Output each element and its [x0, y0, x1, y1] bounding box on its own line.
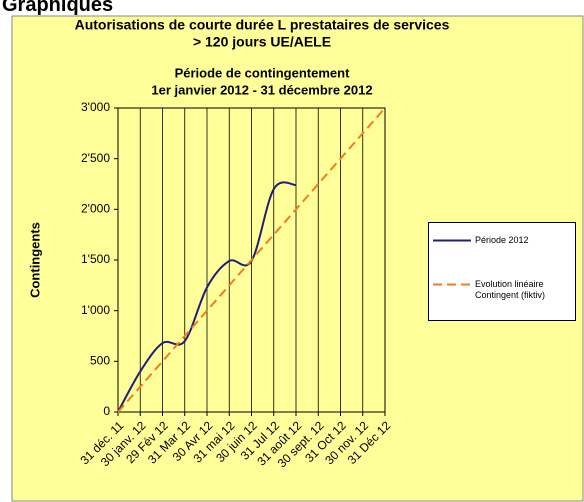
legend: Période 2012 Evolution linéaire Contingen…: [428, 222, 576, 321]
y-axis-label: Contingents: [27, 222, 42, 298]
y-tick-label: 1'500: [81, 252, 110, 266]
legend-swatch: [433, 239, 471, 242]
y-tick-label: 2'500: [81, 151, 110, 165]
legend-label: Période 2012: [475, 235, 529, 245]
page-heading: Graphiques: [2, 0, 114, 16]
series-line: [117, 181, 297, 413]
chart-title: Autorisations de courte durée L prestata…: [75, 17, 450, 33]
chart-subtitle: 1er janvier 2012 - 31 décembre 2012: [151, 82, 372, 97]
y-tick-label: 1'000: [81, 303, 110, 317]
legend-label: Evolution linéaire Contingent (fiktiv): [475, 279, 546, 300]
legend-swatch: [433, 283, 471, 286]
y-tick-label: 2'000: [81, 202, 110, 216]
y-tick-label: 3'000: [81, 100, 110, 114]
series-line: [117, 107, 386, 413]
y-tick-label: 500: [90, 354, 110, 368]
legend-item: Période 2012: [433, 235, 570, 246]
chart-subtitle: Période de contingentement: [175, 65, 350, 80]
chart-title: > 120 jours UE/AELE: [193, 34, 331, 50]
y-tick-label: 0: [103, 404, 110, 418]
legend-item: Evolution linéaire Contingent (fiktiv): [433, 279, 570, 301]
